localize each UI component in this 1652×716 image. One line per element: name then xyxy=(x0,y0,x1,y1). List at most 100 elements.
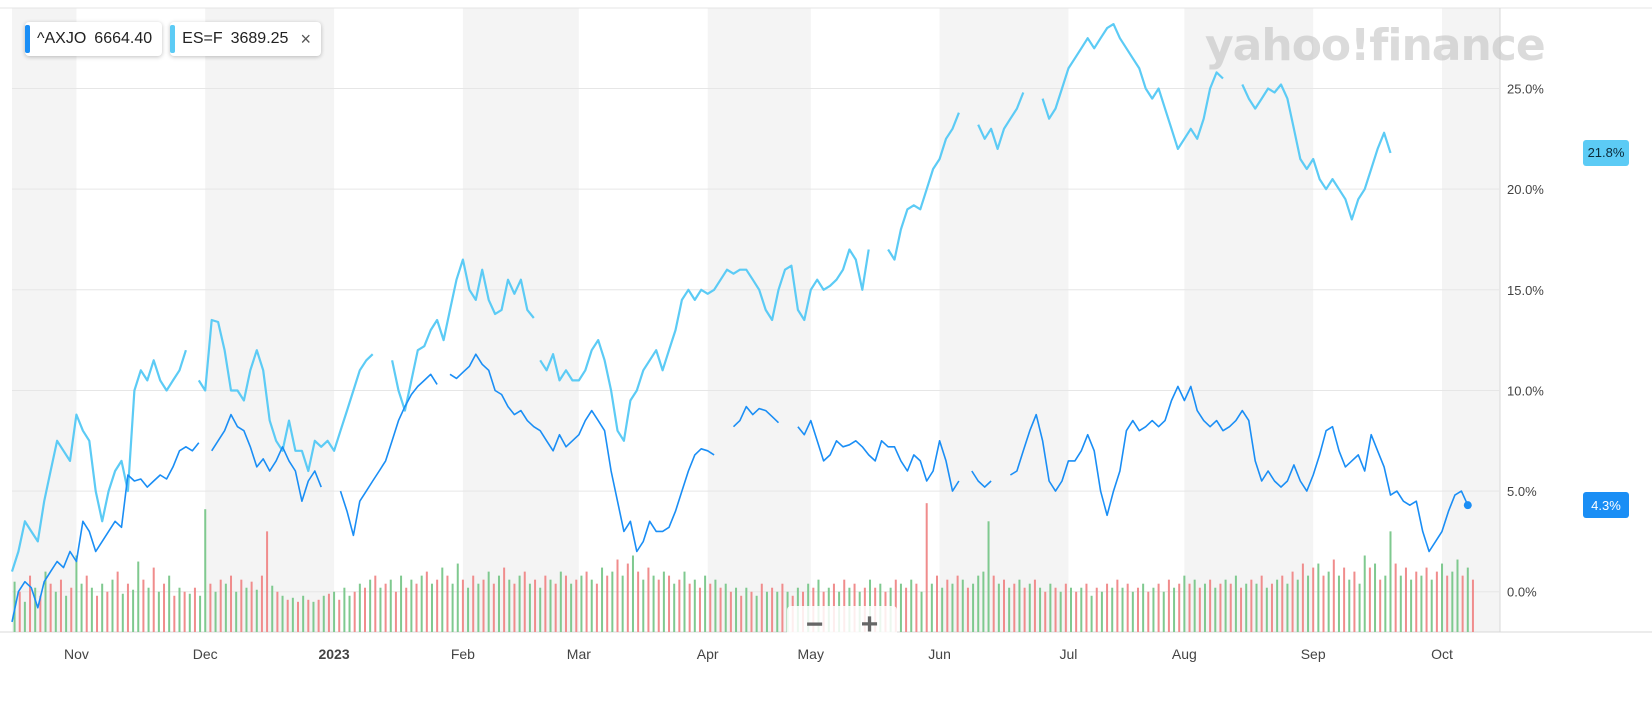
x-tick-label: Jul xyxy=(1059,646,1077,662)
volume-bar xyxy=(930,583,933,632)
zoom-in-button[interactable]: + xyxy=(860,608,879,641)
volume-bar xyxy=(193,587,196,632)
volume-bar xyxy=(735,587,738,632)
volume-bar xyxy=(765,591,768,632)
volume-bar xyxy=(1348,579,1351,632)
volume-bar xyxy=(1286,583,1289,632)
y-tick-label: 0.0% xyxy=(1507,585,1537,600)
volume-bar xyxy=(1430,579,1433,632)
zoom-out-button[interactable]: − xyxy=(805,608,824,641)
volume-bar xyxy=(1337,575,1340,632)
volume-bar xyxy=(982,571,985,632)
x-tick-label: Sep xyxy=(1301,646,1326,662)
legend: ^AXJO 6664.40 ES=F 3689.25 × xyxy=(25,22,321,56)
volume-bar xyxy=(925,503,928,632)
volume-bar xyxy=(1399,575,1402,632)
volume-bar xyxy=(178,587,181,632)
volume-bar xyxy=(1126,583,1129,632)
remove-comparison-close-icon[interactable]: × xyxy=(300,28,311,49)
volume-bar xyxy=(657,579,660,632)
axjo-end-dot xyxy=(1463,501,1472,510)
volume-bar xyxy=(1461,575,1464,632)
volume-bar xyxy=(1085,583,1088,632)
volume-bar xyxy=(580,575,583,632)
x-tick-label: Oct xyxy=(1431,646,1453,662)
volume-bar xyxy=(549,579,552,632)
volume-bar xyxy=(363,587,366,632)
volume-bar xyxy=(425,571,428,632)
volume-bar xyxy=(1224,579,1227,632)
volume-bar xyxy=(1173,587,1176,632)
x-tick-label: May xyxy=(798,646,824,662)
axjo-symbol: ^AXJO xyxy=(37,30,87,47)
volume-bar xyxy=(70,587,73,632)
volume-bar xyxy=(1374,563,1377,632)
volume-bar xyxy=(199,595,202,632)
volume-bar xyxy=(1250,579,1253,632)
volume-bar xyxy=(1368,567,1371,632)
volume-bar xyxy=(714,579,717,632)
volume-bar xyxy=(1394,563,1397,632)
volume-bar xyxy=(1466,567,1469,632)
volume-bar xyxy=(564,575,567,632)
volume-bar xyxy=(1193,579,1196,632)
volume-bar xyxy=(1420,575,1423,632)
x-tick-label: Apr xyxy=(697,646,719,662)
volume-bar xyxy=(946,579,949,632)
volume-bar xyxy=(415,583,418,632)
volume-bar xyxy=(297,601,300,632)
legend-chip-esf[interactable]: ES=F 3689.25 × xyxy=(170,22,321,56)
volume-bar xyxy=(1080,587,1083,632)
volume-bar xyxy=(379,587,382,632)
volume-bar xyxy=(899,583,902,632)
volume-bar xyxy=(59,579,62,632)
axjo-value: 6664.40 xyxy=(94,30,153,47)
volume-bar xyxy=(554,583,557,632)
volume-bar xyxy=(575,579,578,632)
volume-bar xyxy=(678,579,681,632)
volume-bar xyxy=(626,563,629,632)
volume-bar xyxy=(559,571,562,632)
volume-bar xyxy=(611,571,614,632)
volume-bar xyxy=(1183,575,1186,632)
volume-bar xyxy=(405,587,408,632)
volume-bar xyxy=(1069,587,1072,632)
volume-bar xyxy=(1276,579,1279,632)
month-band-5 xyxy=(1184,8,1314,632)
y-tick-label: 15.0% xyxy=(1507,283,1544,298)
volume-bar xyxy=(894,579,897,632)
volume-bar xyxy=(96,595,99,632)
volume-bar xyxy=(18,591,21,632)
month-band-2 xyxy=(462,8,579,632)
volume-bar xyxy=(34,587,37,632)
legend-chip-axjo[interactable]: ^AXJO 6664.40 xyxy=(25,22,163,56)
volume-bar xyxy=(1322,575,1325,632)
month-band-1 xyxy=(205,8,335,632)
volume-bar xyxy=(477,583,480,632)
volume-bar xyxy=(168,575,171,632)
volume-bar xyxy=(1260,575,1263,632)
volume-bar xyxy=(250,581,253,632)
volume-bar xyxy=(374,575,377,632)
volume-bar xyxy=(209,583,212,632)
volume-bar xyxy=(44,571,47,632)
volume-bar xyxy=(23,601,26,632)
y-tick-label: 10.0% xyxy=(1507,383,1544,398)
volume-bar xyxy=(240,579,243,632)
volume-bar xyxy=(461,579,464,632)
x-tick-label: Jun xyxy=(928,646,951,662)
volume-bar xyxy=(740,595,743,632)
volume-bar xyxy=(698,587,701,632)
y-tick-label: 20.0% xyxy=(1507,182,1544,197)
esf-last-value-badge: 21.8% xyxy=(1583,139,1629,166)
y-axis: 0.0% 5.0% 10.0% 15.0% 20.0% 25.0% xyxy=(1507,82,1544,600)
volume-bar xyxy=(224,583,227,632)
volume-bar xyxy=(436,579,439,632)
volume-bar xyxy=(1456,559,1459,632)
volume-bar xyxy=(977,575,980,632)
volume-bar xyxy=(745,587,748,632)
volume-bar xyxy=(1363,555,1366,632)
volume-bar xyxy=(1008,587,1011,632)
volume-bar xyxy=(137,561,140,632)
